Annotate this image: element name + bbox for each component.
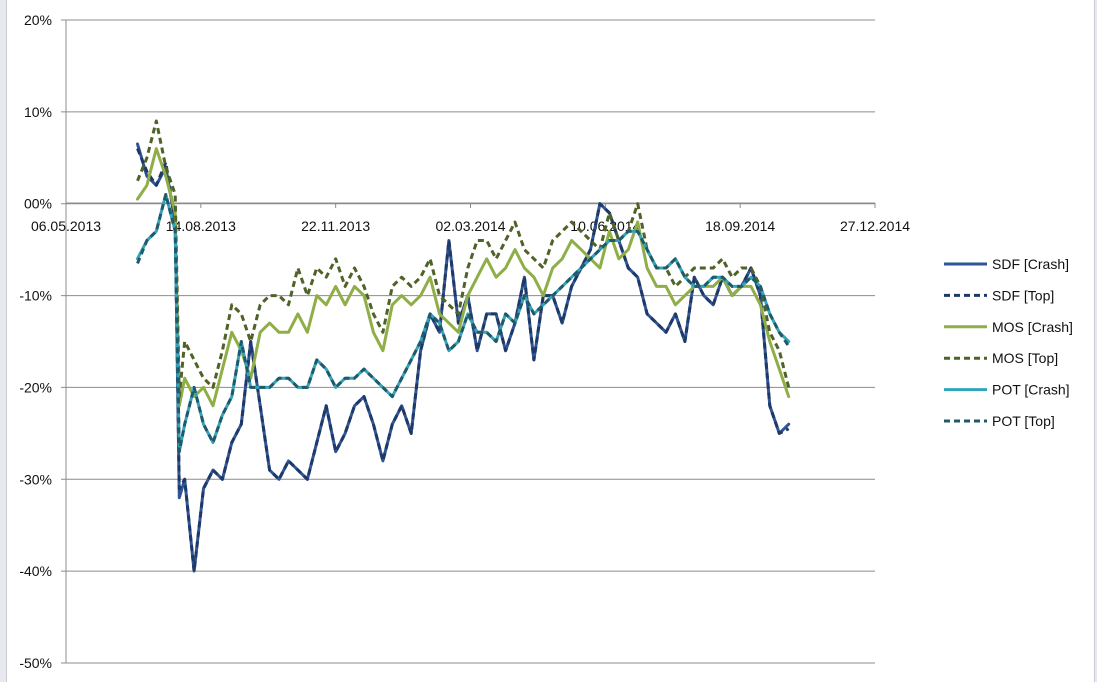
legend-label: MOS [Crash] (992, 319, 1073, 335)
gridlines (61, 19, 875, 664)
legend: SDF [Crash] SDF [Top] MOS [Crash] MOS [Top]… (944, 256, 1073, 429)
x-tick-label: 06.05.2013 (31, 218, 101, 234)
x-axis-tick-labels: 06.05.2013 14.08.2013 22.11.2013 02.03.2014… (31, 218, 910, 234)
window-left-border (0, 0, 7, 682)
legend-label: POT [Top] (992, 413, 1055, 429)
series-line-mos-crash (136, 147, 791, 408)
legend-label: MOS [Top] (992, 350, 1058, 366)
y-tick-label: -40% (19, 563, 52, 579)
x-tick-label: 14.08.2013 (166, 218, 236, 234)
x-tick-label: 27.12.2014 (840, 218, 910, 234)
axes (65, 20, 876, 663)
series-line-sdf-top (136, 148, 790, 573)
y-tick-label: -50% (19, 655, 52, 671)
legend-label: SDF [Crash] (992, 256, 1069, 272)
y-tick-label: -20% (19, 379, 52, 395)
x-tick-label: 18.09.2014 (705, 218, 775, 234)
y-tick-label: 10% (24, 104, 52, 120)
series-line-mos-top (136, 119, 791, 399)
y-tick-label: 20% (24, 12, 52, 28)
y-tick-label: 00% (24, 196, 52, 212)
x-tick-label: 22.11.2013 (301, 218, 370, 234)
y-tick-label: -10% (19, 288, 52, 304)
legend-label: POT [Crash] (992, 382, 1070, 398)
y-tick-label: -30% (19, 471, 52, 487)
series-line-sdf-crash (136, 142, 791, 573)
series-line-pot-top (136, 193, 790, 454)
legend-label: SDF [Top] (992, 287, 1054, 303)
series-lines (136, 119, 791, 573)
x-tick-label: 02.03.2014 (435, 218, 505, 234)
y-axis-tick-labels: 20% 10% 00% -10% -20% -30% -40% -50% (19, 12, 52, 671)
window-right-border (1094, 0, 1097, 682)
